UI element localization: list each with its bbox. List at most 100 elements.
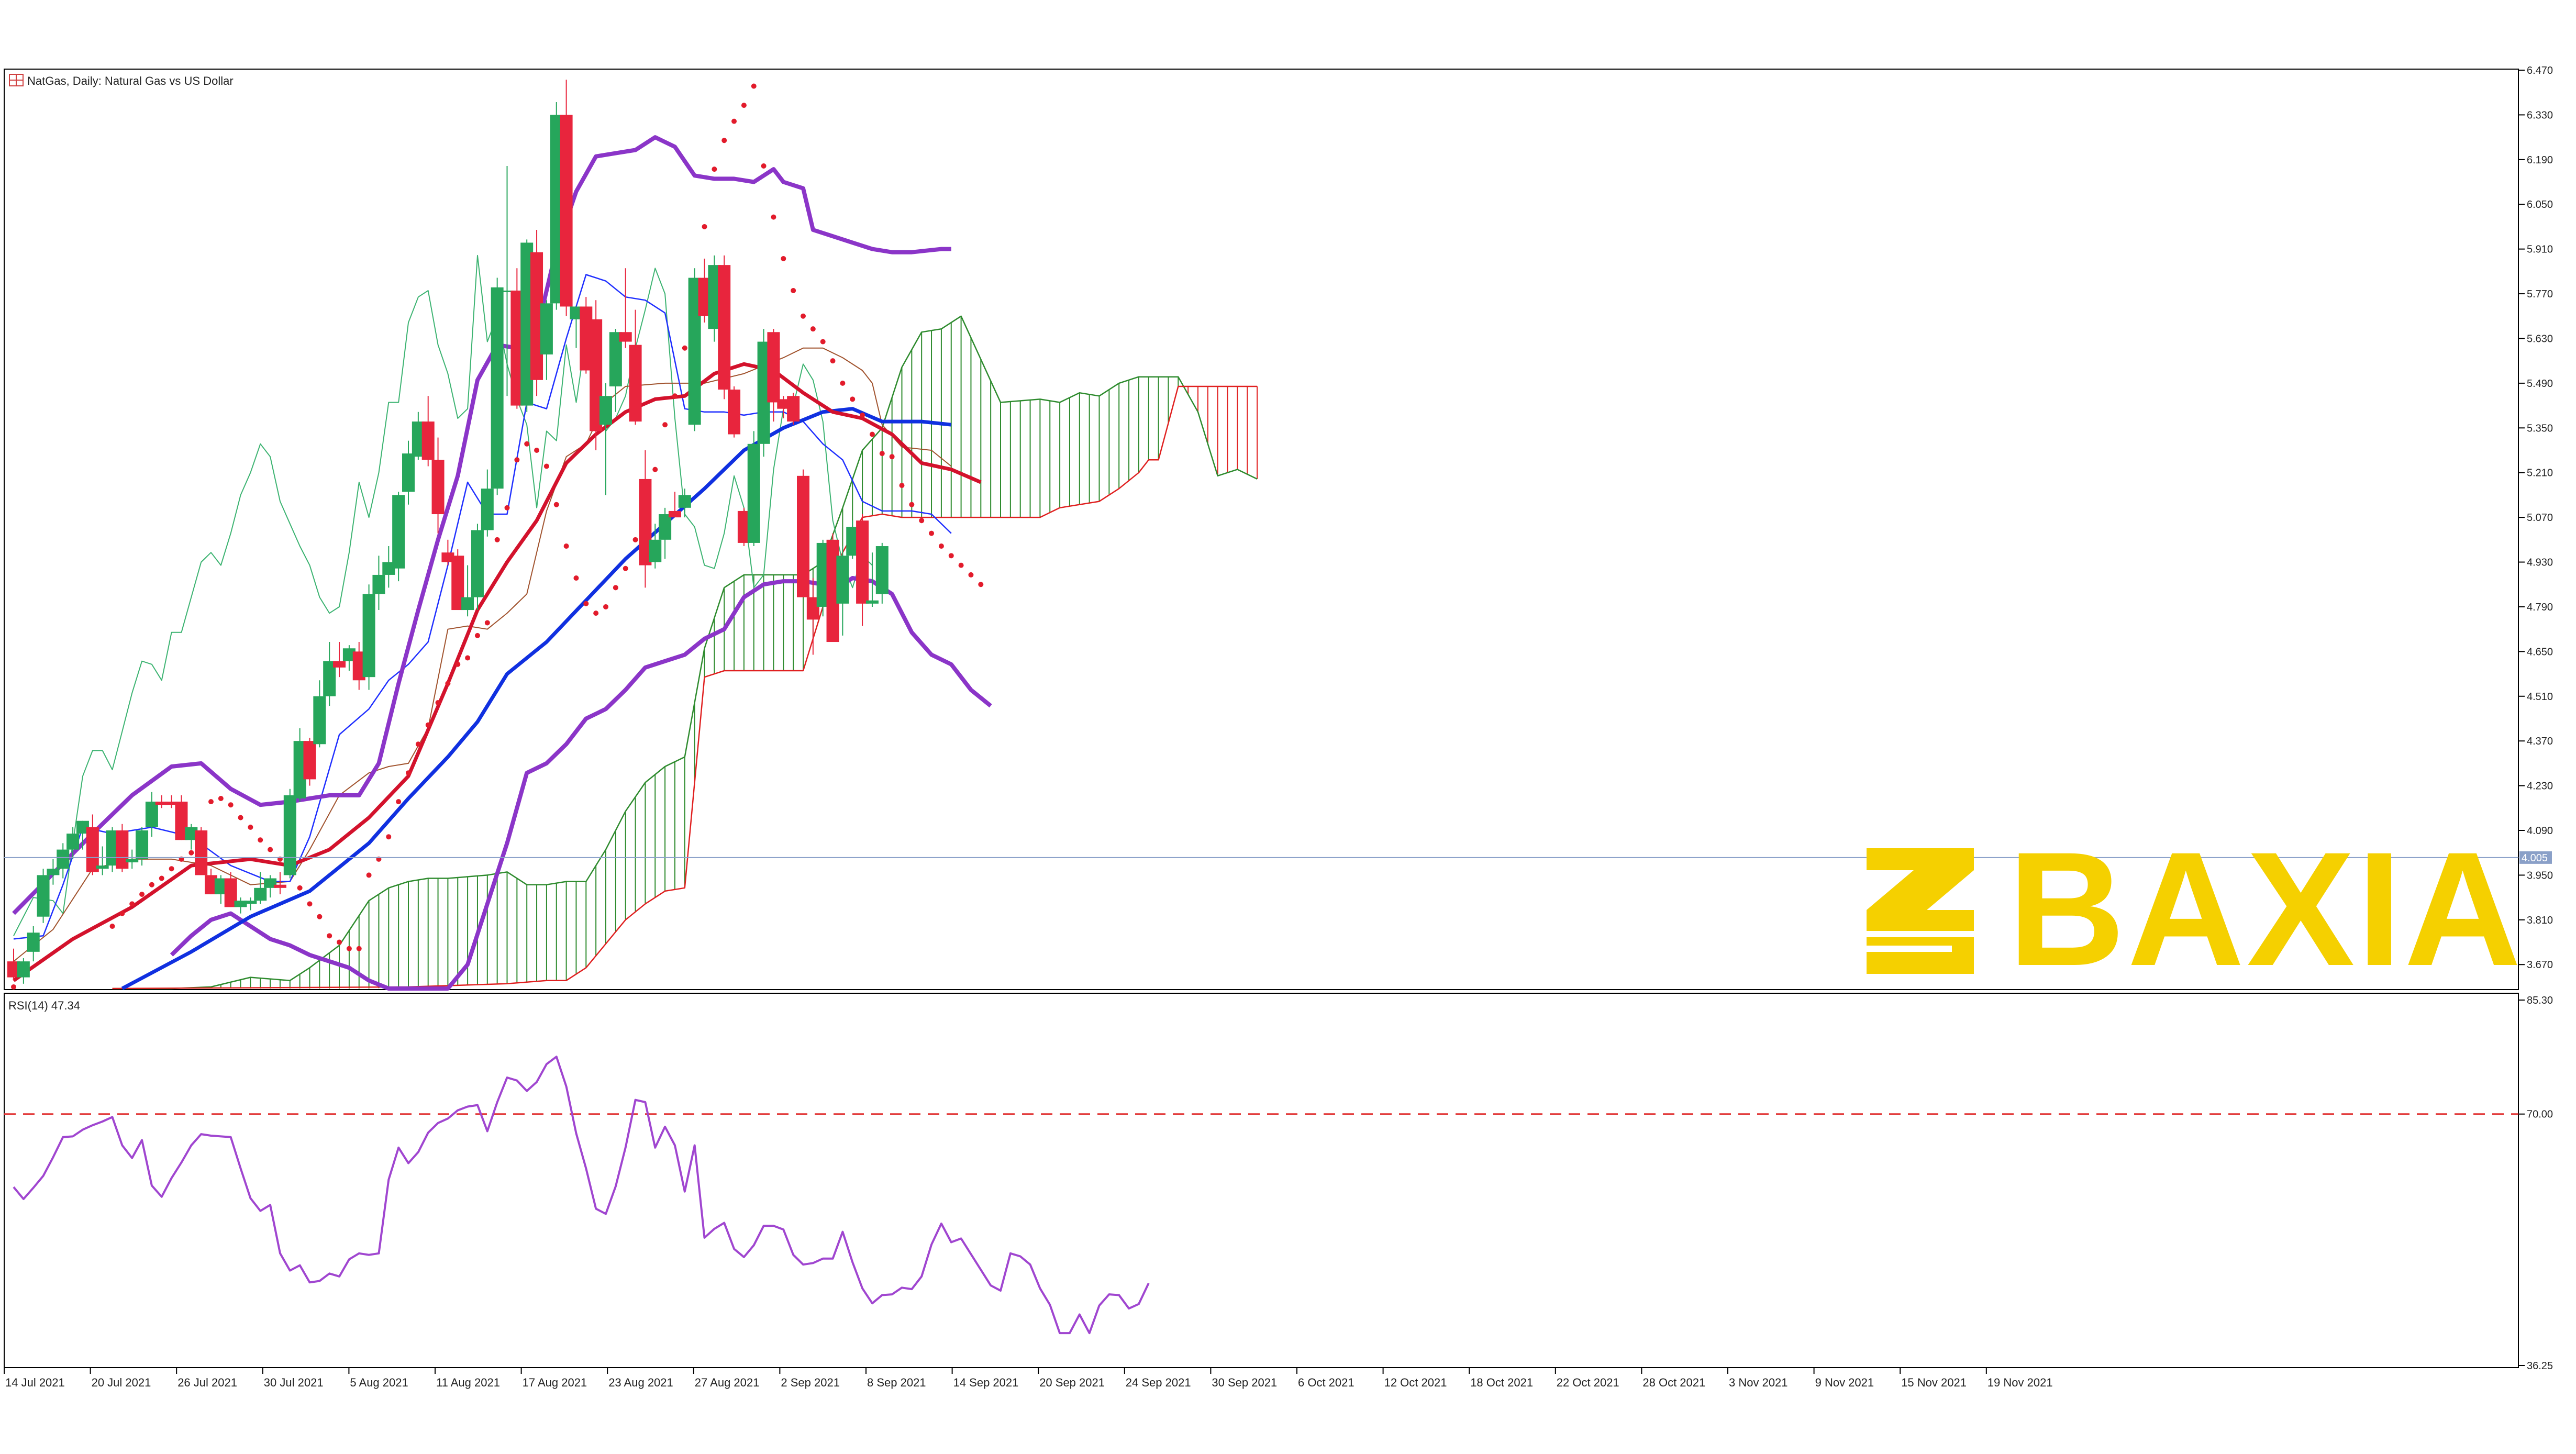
candle[interactable]: [659, 507, 672, 559]
price-tick-label: 6.470: [2527, 65, 2553, 76]
candle[interactable]: [491, 278, 504, 495]
candle[interactable]: [303, 738, 316, 786]
candle-body: [471, 530, 484, 597]
candle[interactable]: [283, 789, 296, 879]
time-tick-label: 27 Aug 2021: [695, 1376, 760, 1389]
sar-dot: [830, 358, 836, 364]
candle[interactable]: [540, 300, 553, 380]
sar-dot: [504, 505, 510, 510]
candle-body: [254, 887, 267, 901]
candle[interactable]: [431, 437, 445, 534]
candle[interactable]: [688, 268, 701, 431]
sar-dot: [445, 681, 451, 686]
sar-dot: [573, 575, 579, 581]
candle[interactable]: [875, 542, 889, 604]
candle[interactable]: [461, 565, 474, 617]
candle-body: [244, 901, 257, 904]
candle[interactable]: [244, 897, 257, 911]
candle-body: [491, 287, 504, 489]
candle[interactable]: [116, 824, 129, 872]
candle[interactable]: [313, 680, 326, 748]
candle[interactable]: [639, 450, 652, 588]
candle[interactable]: [856, 514, 869, 626]
sar-dot: [978, 582, 984, 587]
price-tick-label: 6.050: [2527, 199, 2553, 210]
sar-dot: [929, 530, 935, 536]
candle-body: [273, 884, 286, 888]
time-tick-label: 5 Aug 2021: [350, 1376, 408, 1389]
candle[interactable]: [402, 440, 415, 505]
candle[interactable]: [678, 489, 691, 518]
candle[interactable]: [718, 255, 731, 399]
candle[interactable]: [37, 869, 50, 923]
candle[interactable]: [629, 309, 642, 425]
candle[interactable]: [165, 795, 178, 808]
bollinger-lower-band: [170, 576, 992, 991]
candle[interactable]: [501, 166, 514, 396]
candle[interactable]: [66, 827, 80, 859]
sar-dot: [593, 611, 599, 616]
candle-body: [165, 802, 178, 805]
candle-body: [116, 830, 129, 869]
candle[interactable]: [145, 792, 158, 837]
candle[interactable]: [599, 383, 612, 495]
candle[interactable]: [649, 524, 662, 569]
candle[interactable]: [273, 872, 286, 895]
candle[interactable]: [76, 820, 89, 850]
candle[interactable]: [333, 642, 346, 678]
candle[interactable]: [47, 859, 60, 885]
candle[interactable]: [728, 386, 741, 438]
candle[interactable]: [619, 268, 632, 348]
current-price-label: 4.005: [2522, 852, 2548, 864]
sar-dot: [494, 537, 500, 542]
candle-body: [540, 303, 553, 354]
candle[interactable]: [421, 396, 435, 467]
candle[interactable]: [17, 958, 30, 984]
candle[interactable]: [836, 546, 849, 636]
candle[interactable]: [254, 872, 267, 904]
candle[interactable]: [86, 814, 99, 875]
candle[interactable]: [195, 827, 208, 875]
candle-body: [96, 865, 109, 869]
candle[interactable]: [747, 431, 760, 547]
candle[interactable]: [441, 539, 454, 565]
candle[interactable]: [777, 396, 790, 418]
candle[interactable]: [126, 849, 139, 869]
candle[interactable]: [392, 492, 405, 582]
candle[interactable]: [323, 642, 336, 706]
candle[interactable]: [865, 552, 879, 607]
candle-body: [461, 597, 474, 611]
time-tick-label: 24 Sep 2021: [1126, 1376, 1191, 1389]
candle[interactable]: [382, 546, 395, 588]
candle-body: [392, 495, 405, 569]
candle-body: [649, 539, 662, 562]
candle[interactable]: [27, 926, 40, 962]
time-tick-label: 30 Sep 2021: [1212, 1376, 1277, 1389]
candle[interactable]: [471, 524, 484, 611]
candle[interactable]: [57, 843, 70, 879]
sar-dot: [188, 850, 194, 856]
candle[interactable]: [560, 80, 573, 316]
candle[interactable]: [372, 556, 385, 611]
candle-body: [629, 345, 642, 422]
candles[interactable]: [7, 80, 889, 984]
candle[interactable]: [481, 469, 494, 537]
candle[interactable]: [155, 795, 168, 808]
rsi-tick-label: 36.25: [2527, 1360, 2553, 1372]
sar-dot: [632, 537, 638, 542]
candle[interactable]: [787, 393, 800, 425]
price-panel-frame: [4, 69, 2519, 990]
candle[interactable]: [136, 827, 149, 866]
candle[interactable]: [590, 300, 603, 451]
candle-body: [303, 741, 316, 780]
candle[interactable]: [362, 584, 375, 690]
candle[interactable]: [234, 897, 247, 914]
sar-dot: [791, 287, 796, 293]
candle[interactable]: [96, 846, 109, 875]
candle[interactable]: [797, 469, 809, 597]
candle[interactable]: [767, 329, 780, 422]
candle[interactable]: [668, 492, 681, 518]
candle[interactable]: [264, 875, 277, 898]
